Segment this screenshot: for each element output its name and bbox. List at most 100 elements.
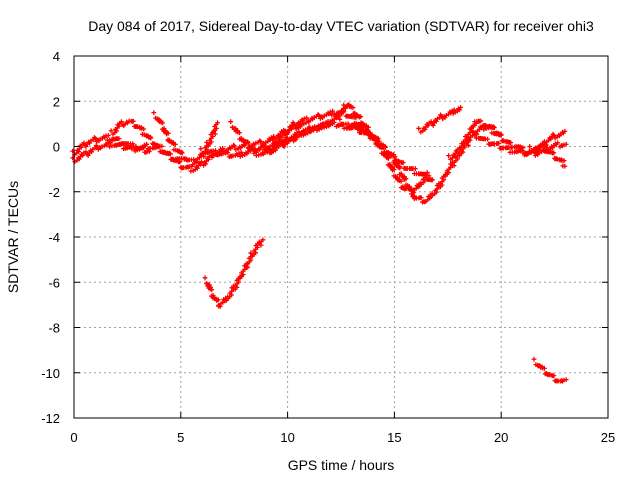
data-point — [417, 195, 423, 200]
data-point — [319, 114, 325, 120]
data-point — [283, 135, 289, 140]
y-tick-label: 2 — [53, 94, 60, 109]
data-point — [383, 144, 388, 150]
data-point — [167, 151, 173, 157]
data-point — [107, 144, 113, 150]
series-arc-n — [202, 237, 266, 309]
y-tick-label: -2 — [48, 185, 60, 200]
data-point — [255, 147, 260, 153]
x-tick-label: 15 — [387, 430, 401, 445]
data-point — [485, 136, 490, 142]
data-point — [214, 298, 220, 303]
data-point — [202, 275, 208, 281]
data-point — [391, 152, 397, 158]
data-point — [375, 135, 381, 141]
data-point — [498, 132, 504, 138]
data-point — [397, 165, 403, 171]
data-point — [253, 140, 259, 146]
data-point — [385, 156, 391, 161]
data-point — [228, 119, 234, 125]
data-point — [227, 145, 233, 151]
data-point — [438, 112, 443, 118]
data-point — [379, 144, 385, 149]
data-point — [495, 140, 501, 146]
data-point — [304, 115, 309, 121]
data-point — [527, 144, 533, 149]
data-point — [130, 141, 136, 147]
data-point — [299, 117, 305, 123]
data-point — [560, 129, 565, 135]
data-point — [198, 146, 204, 152]
data-point — [92, 135, 97, 140]
data-point — [490, 125, 496, 131]
y-tick-label: -8 — [48, 321, 60, 336]
data-point — [416, 126, 422, 131]
data-point — [237, 130, 242, 136]
data-point — [290, 120, 296, 126]
data-point — [258, 139, 263, 144]
series-arc-d — [151, 110, 220, 167]
data-point — [549, 144, 554, 149]
data-point — [279, 140, 285, 146]
data-point — [563, 141, 569, 147]
data-point — [251, 141, 256, 147]
data-point — [399, 160, 405, 166]
data-point — [550, 131, 556, 137]
data-point — [561, 158, 567, 164]
data-point — [458, 105, 464, 110]
data-point — [93, 143, 99, 149]
data-point — [248, 250, 254, 256]
data-point — [199, 159, 204, 165]
data-point — [116, 136, 122, 142]
y-tick-label: 0 — [53, 140, 60, 155]
data-point — [148, 135, 154, 141]
data-point — [266, 146, 272, 152]
y-tick-label: -4 — [48, 230, 60, 245]
data-point — [315, 112, 321, 117]
data-point — [141, 145, 146, 151]
data-point — [533, 145, 539, 151]
y-tick-label: -6 — [48, 275, 60, 290]
data-point — [478, 118, 484, 124]
data-point — [301, 128, 307, 134]
data-point — [260, 237, 266, 243]
data-point — [562, 128, 568, 134]
data-point — [325, 110, 331, 116]
data-point — [555, 140, 561, 146]
data-point — [321, 113, 327, 119]
series-arc-m — [527, 143, 568, 169]
data-point — [364, 127, 369, 133]
data-point — [529, 148, 535, 153]
data-point — [339, 121, 345, 127]
data-point — [120, 122, 126, 128]
x-tick-label: 0 — [70, 430, 77, 445]
data-point — [179, 150, 185, 156]
series-arc-b — [70, 133, 152, 157]
y-tick-label: 4 — [53, 49, 60, 64]
data-point — [402, 177, 407, 182]
data-point — [354, 121, 359, 127]
data-point — [327, 109, 333, 115]
data-point — [213, 148, 218, 153]
data-point — [412, 166, 418, 172]
data-point — [398, 178, 404, 184]
data-point — [350, 105, 356, 111]
data-point — [233, 147, 239, 152]
data-point — [519, 147, 525, 153]
data-point — [144, 141, 150, 147]
data-point — [262, 143, 268, 149]
data-point — [129, 118, 135, 124]
data-point — [99, 144, 105, 149]
data-point — [429, 177, 434, 183]
data-point — [108, 128, 114, 134]
data-point — [552, 141, 558, 147]
y-tick-label: -12 — [41, 411, 60, 426]
data-point — [390, 167, 395, 173]
data-point — [243, 139, 249, 145]
x-tick-label: 5 — [177, 430, 184, 445]
data-point — [446, 153, 451, 159]
x-tick-label: 25 — [601, 430, 615, 445]
series-arc-o — [531, 356, 569, 384]
